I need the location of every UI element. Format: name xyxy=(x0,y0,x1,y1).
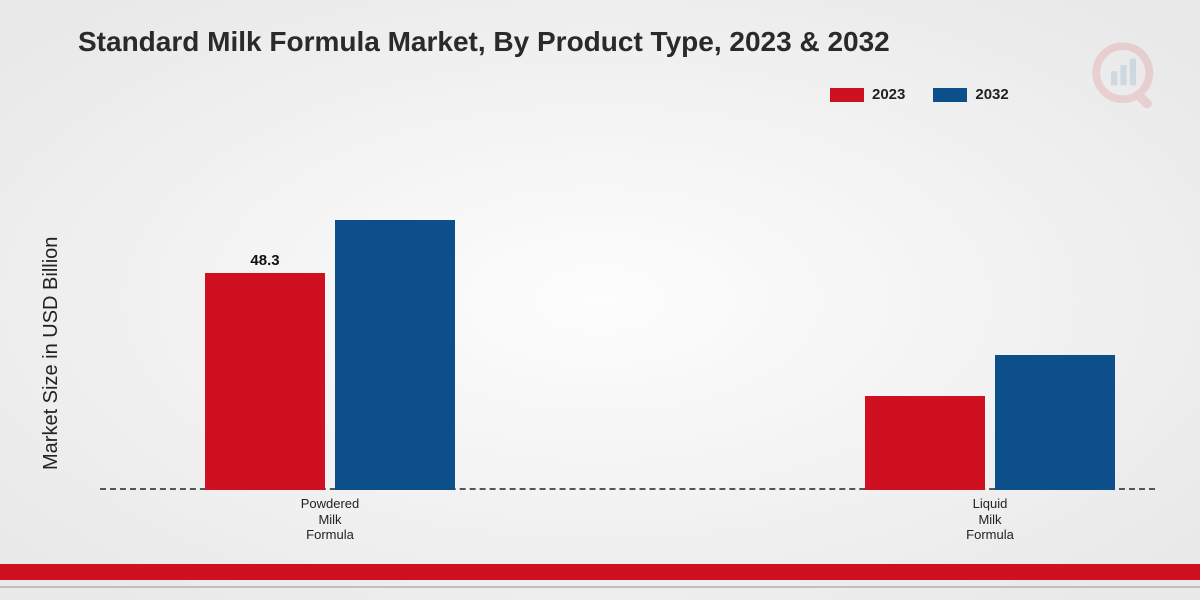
chart-canvas: Standard Milk Formula Market, By Product… xyxy=(0,0,1200,600)
logo-bar-3 xyxy=(1130,59,1136,86)
bar-2023-0 xyxy=(205,273,325,490)
legend-swatch-2023 xyxy=(830,88,864,102)
logo-bar-2 xyxy=(1120,65,1126,85)
legend: 2023 2032 xyxy=(830,86,1009,103)
category-label-1: Liquid Milk Formula xyxy=(966,496,1014,543)
category-label-0: Powdered Milk Formula xyxy=(301,496,360,543)
watermark-logo-icon xyxy=(1090,40,1168,118)
plot-area: Powdered Milk FormulaLiquid Milk Formula… xyxy=(100,130,1155,490)
bar-2023-1 xyxy=(865,396,985,491)
footer-line xyxy=(0,586,1200,588)
bar-2032-0 xyxy=(335,220,455,490)
data-label-0: 48.3 xyxy=(250,252,279,269)
legend-label-2032: 2032 xyxy=(975,86,1008,103)
y-axis-label: Market Size in USD Billion xyxy=(40,237,63,470)
chart-title: Standard Milk Formula Market, By Product… xyxy=(78,26,890,58)
footer-bar xyxy=(0,564,1200,580)
legend-label-2023: 2023 xyxy=(872,86,905,103)
bar-2032-1 xyxy=(995,355,1115,490)
legend-item-2032: 2032 xyxy=(933,86,1008,103)
legend-item-2023: 2023 xyxy=(830,86,905,103)
logo-bar-1 xyxy=(1111,71,1117,85)
legend-swatch-2032 xyxy=(933,88,967,102)
